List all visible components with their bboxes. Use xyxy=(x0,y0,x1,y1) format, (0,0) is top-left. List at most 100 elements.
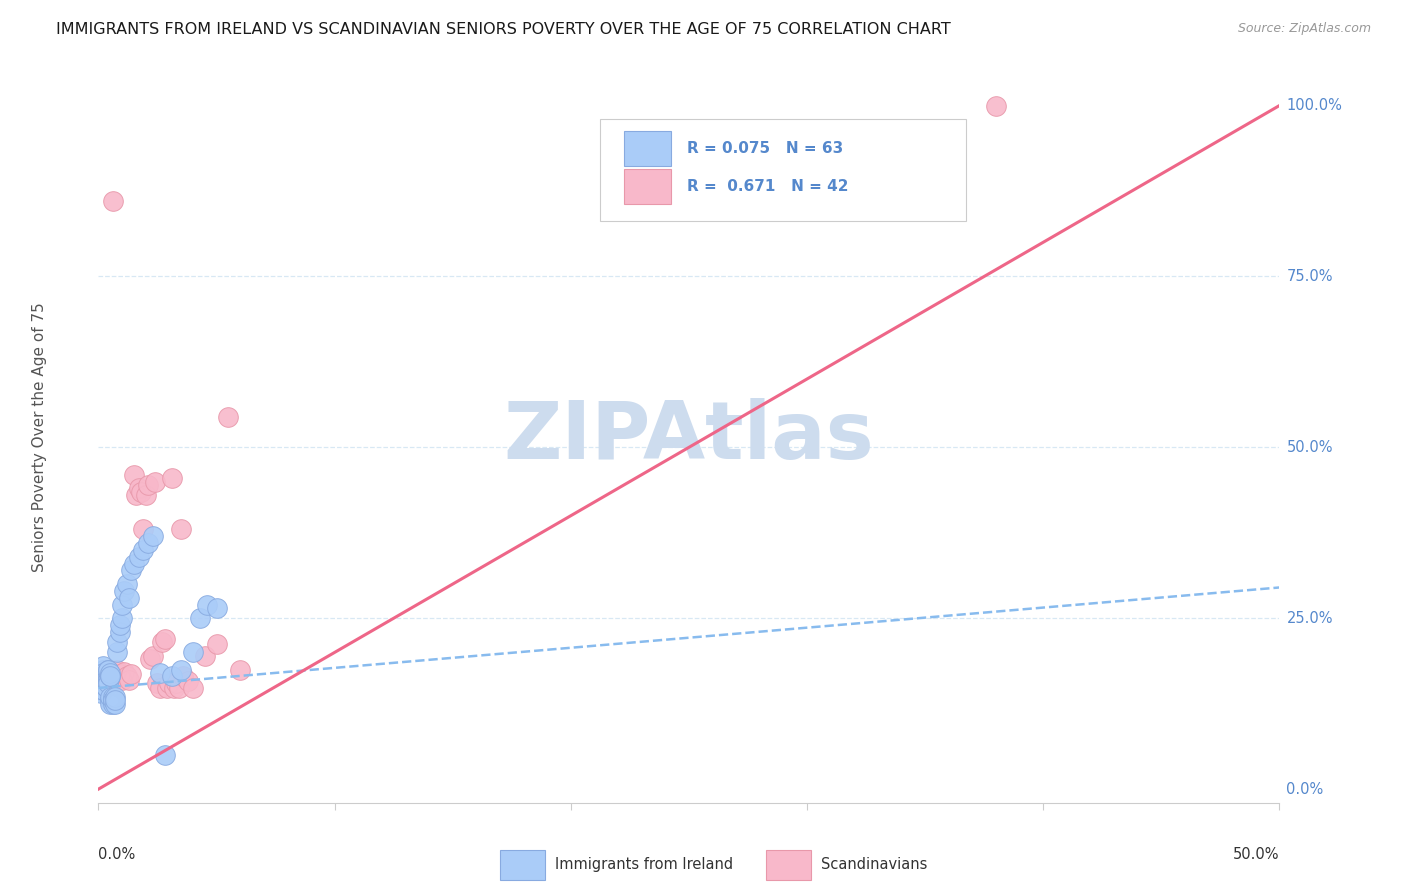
Point xyxy=(94,673,117,687)
Point xyxy=(121,563,143,577)
Point xyxy=(121,667,143,681)
Point xyxy=(229,663,252,677)
Point xyxy=(188,611,211,625)
Point xyxy=(118,591,141,605)
Point xyxy=(111,598,134,612)
Point xyxy=(115,577,138,591)
Point xyxy=(104,693,127,707)
Point xyxy=(94,676,117,690)
Point xyxy=(111,673,134,687)
Point xyxy=(156,681,179,695)
Point xyxy=(97,669,120,683)
Point xyxy=(101,693,124,707)
Point xyxy=(163,681,186,695)
Text: 75.0%: 75.0% xyxy=(1286,268,1333,284)
Point xyxy=(146,676,169,690)
Point xyxy=(94,673,117,687)
Text: ZIPAtlas: ZIPAtlas xyxy=(503,398,875,476)
Point xyxy=(91,676,114,690)
Point xyxy=(153,747,176,762)
Point xyxy=(132,522,155,536)
Point xyxy=(157,676,180,690)
Point xyxy=(97,676,120,690)
Point xyxy=(91,673,114,687)
FancyBboxPatch shape xyxy=(624,169,671,204)
Point xyxy=(90,686,112,700)
Point xyxy=(94,680,117,694)
Text: R =  0.671   N = 42: R = 0.671 N = 42 xyxy=(686,179,848,194)
Point xyxy=(108,667,131,681)
Point xyxy=(181,645,204,659)
Point xyxy=(177,674,200,689)
Point xyxy=(160,669,183,683)
Text: 25.0%: 25.0% xyxy=(1286,611,1333,625)
Point xyxy=(101,693,124,707)
Point xyxy=(97,673,120,687)
Point xyxy=(122,557,145,571)
Point xyxy=(91,683,114,698)
Point xyxy=(132,542,155,557)
Point xyxy=(98,690,121,704)
Point xyxy=(129,484,152,499)
FancyBboxPatch shape xyxy=(501,849,546,880)
Point xyxy=(98,669,121,683)
Point xyxy=(91,665,114,680)
Point xyxy=(194,648,217,663)
Point xyxy=(94,669,117,683)
Point xyxy=(165,676,187,690)
Point xyxy=(94,669,117,683)
Point xyxy=(217,409,239,424)
Point xyxy=(139,652,162,666)
Point xyxy=(142,648,165,663)
Text: 0.0%: 0.0% xyxy=(98,847,135,862)
Point xyxy=(90,673,112,687)
Point xyxy=(91,683,114,698)
Point xyxy=(94,680,117,694)
Point xyxy=(105,663,128,677)
Point xyxy=(98,693,121,707)
Text: IMMIGRANTS FROM IRELAND VS SCANDINAVIAN SENIORS POVERTY OVER THE AGE OF 75 CORRE: IMMIGRANTS FROM IRELAND VS SCANDINAVIAN … xyxy=(56,22,950,37)
Point xyxy=(153,632,176,646)
Point xyxy=(101,690,124,704)
Point xyxy=(128,549,150,564)
Point xyxy=(104,697,127,711)
Point xyxy=(105,635,128,649)
Point xyxy=(98,697,121,711)
Point xyxy=(118,673,141,687)
Point xyxy=(104,669,127,683)
Text: R = 0.075   N = 63: R = 0.075 N = 63 xyxy=(686,141,842,156)
Point xyxy=(91,659,114,673)
FancyBboxPatch shape xyxy=(600,119,966,221)
Point xyxy=(98,665,121,680)
Point xyxy=(167,681,190,695)
Point xyxy=(170,663,193,677)
Point xyxy=(90,680,112,694)
Point xyxy=(170,522,193,536)
Text: Source: ZipAtlas.com: Source: ZipAtlas.com xyxy=(1237,22,1371,36)
Text: 50.0%: 50.0% xyxy=(1233,847,1279,862)
Point xyxy=(143,475,166,489)
Point xyxy=(142,529,165,543)
Point xyxy=(98,665,121,680)
Point xyxy=(136,536,159,550)
Point xyxy=(160,471,183,485)
Text: 50.0%: 50.0% xyxy=(1286,440,1333,455)
Point xyxy=(101,697,124,711)
Text: Scandinavians: Scandinavians xyxy=(821,857,928,872)
Point xyxy=(115,669,138,683)
Point xyxy=(111,611,134,625)
Point xyxy=(149,681,172,695)
Text: 100.0%: 100.0% xyxy=(1286,98,1343,113)
Point xyxy=(101,194,124,209)
Point xyxy=(105,645,128,659)
Point xyxy=(90,669,112,683)
FancyBboxPatch shape xyxy=(766,849,811,880)
Point xyxy=(97,663,120,677)
Point xyxy=(91,673,114,687)
Point xyxy=(205,637,228,651)
FancyBboxPatch shape xyxy=(624,130,671,166)
Point xyxy=(205,601,228,615)
Point xyxy=(97,673,120,687)
Point xyxy=(94,669,117,683)
Point xyxy=(104,690,127,704)
